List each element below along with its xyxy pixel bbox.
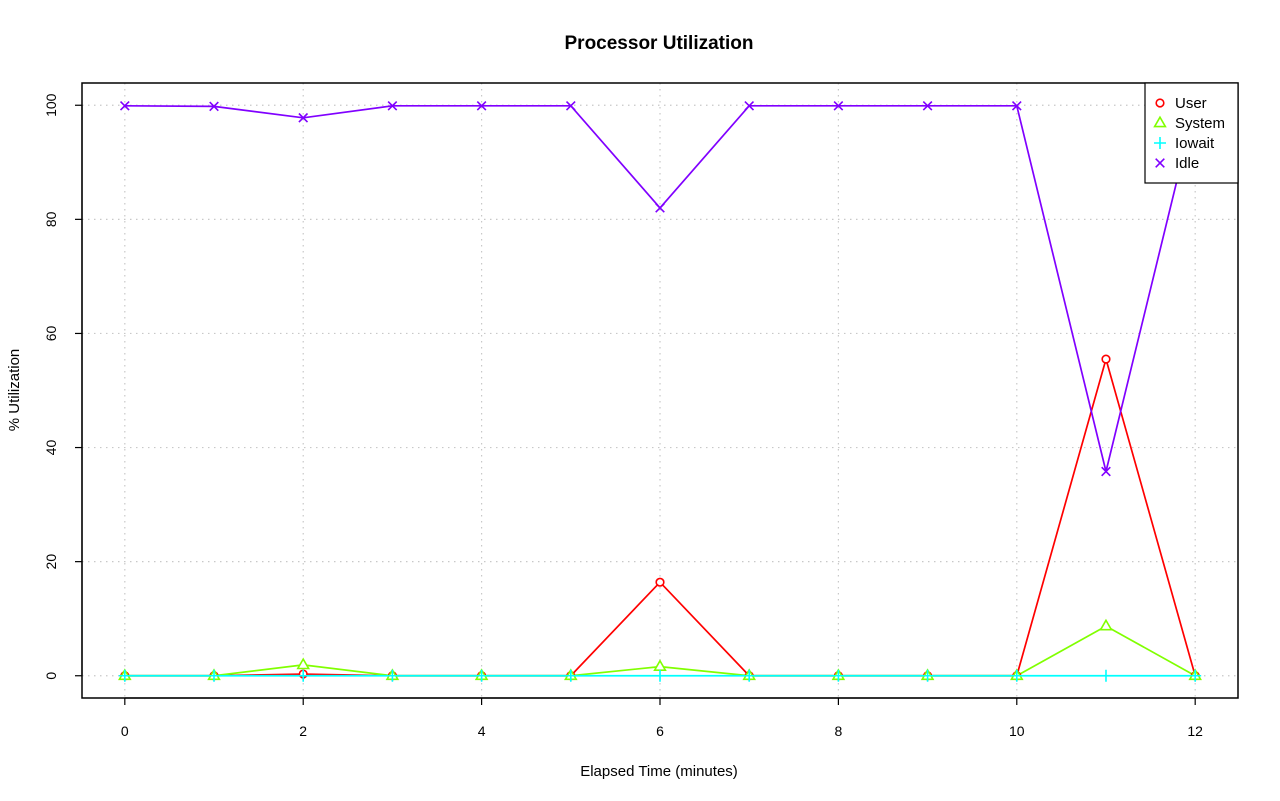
data-point-user bbox=[655, 577, 665, 587]
y-tick-label: 40 bbox=[43, 440, 59, 456]
y-axis: 0 20 40 60 80 100 bbox=[43, 93, 83, 680]
y-tick-label: 0 bbox=[43, 672, 59, 680]
data-point-system bbox=[1099, 618, 1113, 631]
legend: User System Iowait Idle bbox=[1144, 82, 1239, 184]
series-markers bbox=[118, 100, 1202, 682]
x-tick-label: 8 bbox=[834, 723, 842, 739]
y-tick-label: 100 bbox=[43, 93, 59, 117]
legend-label-idle: Idle bbox=[1175, 155, 1199, 172]
data-point-idle bbox=[1011, 100, 1022, 111]
x-tick-label: 6 bbox=[656, 723, 664, 739]
data-point-idle bbox=[833, 100, 844, 111]
data-point-idle bbox=[1101, 466, 1111, 477]
x-tick-label: 12 bbox=[1187, 723, 1203, 739]
data-point-idle bbox=[119, 100, 130, 111]
data-point-iowait bbox=[1189, 669, 1202, 682]
legend-marker-idle bbox=[1155, 158, 1165, 168]
data-point-iowait bbox=[386, 669, 399, 682]
data-point-iowait bbox=[1010, 669, 1023, 682]
legend-marker-system bbox=[1153, 115, 1167, 128]
data-point-idle bbox=[655, 203, 665, 213]
legend-label-user: User bbox=[1175, 95, 1207, 112]
data-point-iowait bbox=[654, 669, 666, 682]
data-point-iowait bbox=[208, 669, 221, 682]
data-point-idle bbox=[744, 100, 755, 111]
data-point-iowait bbox=[743, 669, 756, 682]
data-point-iowait bbox=[921, 669, 934, 682]
y-tick-label: 60 bbox=[43, 325, 59, 341]
data-point-iowait bbox=[297, 669, 310, 682]
data-point-idle bbox=[298, 112, 309, 123]
data-point-idle bbox=[565, 100, 576, 111]
data-point-iowait bbox=[832, 669, 845, 682]
data-point-iowait bbox=[475, 669, 488, 682]
data-point-user bbox=[1101, 354, 1111, 364]
chart-title: Processor Utilization bbox=[565, 33, 754, 54]
data-point-iowait bbox=[564, 669, 577, 682]
x-tick-label: 2 bbox=[299, 723, 307, 739]
data-point-system bbox=[296, 657, 310, 670]
y-axis-label: % Utilization bbox=[6, 349, 23, 432]
data-point-idle bbox=[387, 100, 398, 111]
x-axis: 0 2 4 6 8 10 12 bbox=[121, 697, 1203, 739]
legend-marker-user bbox=[1155, 98, 1165, 108]
x-tick-label: 10 bbox=[1009, 723, 1025, 739]
data-point-idle bbox=[476, 100, 487, 111]
y-tick-label: 80 bbox=[43, 211, 59, 227]
x-tick-label: 0 bbox=[121, 723, 129, 739]
data-point-iowait bbox=[118, 669, 131, 682]
y-tick-label: 20 bbox=[43, 554, 59, 570]
legend-marker-iowait bbox=[1154, 137, 1166, 149]
data-point-iowait bbox=[1099, 669, 1112, 682]
legend-label-iowait: Iowait bbox=[1175, 135, 1215, 152]
legend-label-system: System bbox=[1175, 115, 1225, 132]
x-axis-label: Elapsed Time (minutes) bbox=[580, 763, 738, 780]
data-point-idle bbox=[209, 101, 219, 112]
x-tick-label: 4 bbox=[478, 723, 486, 739]
data-point-idle bbox=[922, 100, 933, 111]
